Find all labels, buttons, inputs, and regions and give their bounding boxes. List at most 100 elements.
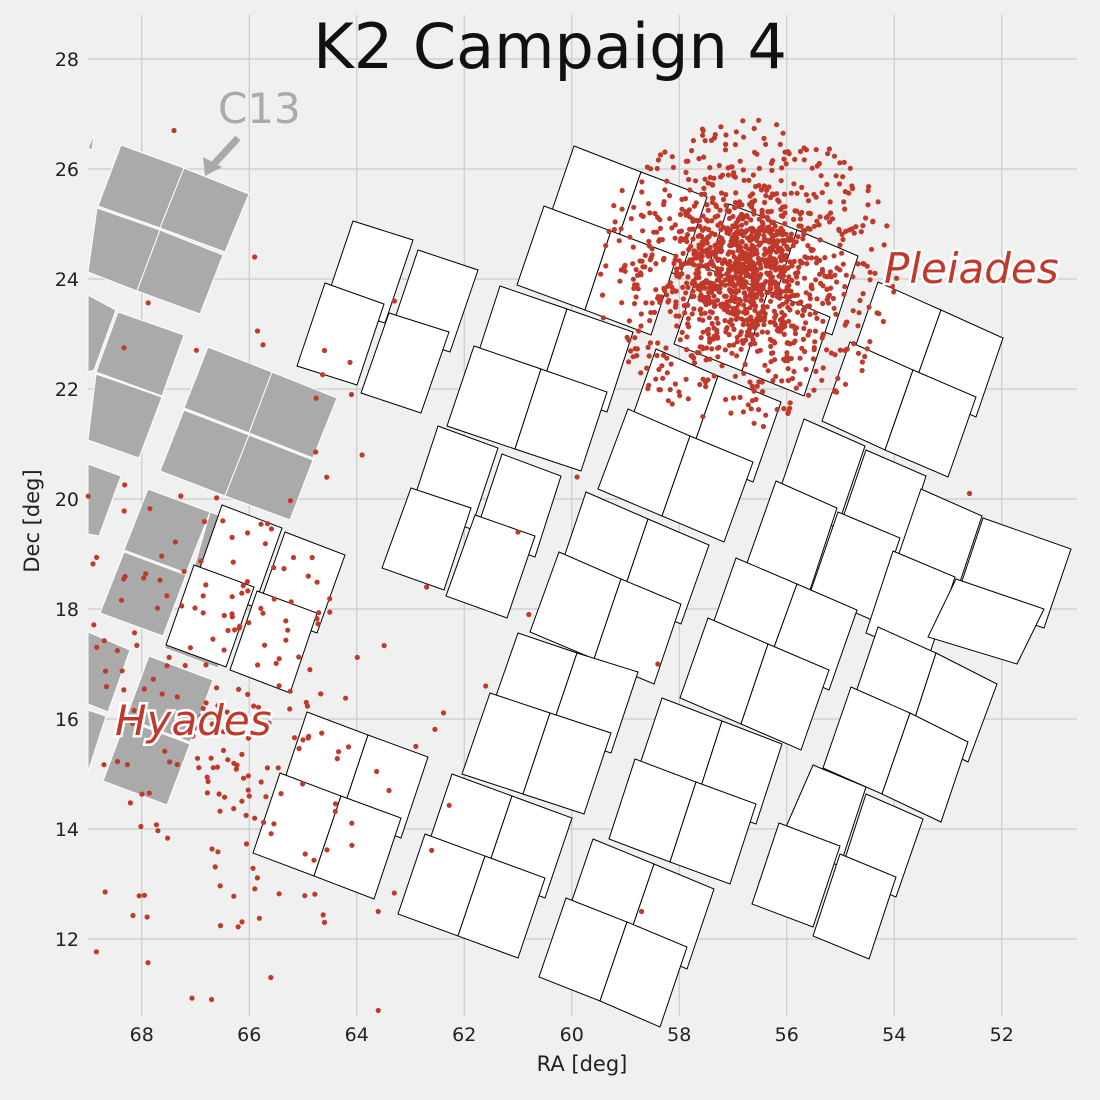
pleiades-star [752,198,758,204]
pleiades-star [785,149,791,155]
pleiades-star [811,387,817,393]
pleiades-star [710,195,716,201]
pleiades-star [866,304,872,310]
pleiades-star [805,243,811,249]
pleiades-star [740,216,746,222]
hyades-star [429,847,435,854]
pleiades-star [747,305,753,311]
pleiades-star [807,328,813,334]
c4-ccd-module [927,578,1045,665]
hyades-star [220,518,226,524]
pleiades-star [662,187,668,193]
pleiades-star [690,138,697,144]
pleiades-star [789,301,796,307]
pleiades-star [704,202,710,208]
pleiades-star [645,344,651,350]
pleiades-star [745,402,751,408]
pleiades-star [699,227,706,233]
pleiades-star [703,384,709,390]
pleiades-star [697,223,703,230]
pleiades-star [719,266,725,272]
hyades-star [225,627,231,634]
c4-ccd-module [751,822,841,928]
pleiades-star [747,323,753,329]
pleiades-star [732,260,738,266]
hyades-star [314,616,320,622]
hyades-star [214,764,221,770]
pleiades-star [781,241,787,247]
pleiades-star [685,284,691,290]
chart-title: K2 Campaign 4 [313,10,787,83]
hyades-star [332,801,339,807]
pleiades-star [722,147,729,153]
field-star [375,908,381,915]
pleiades-star [749,398,756,404]
pleiades-star [812,310,819,316]
hyades-star [130,912,136,919]
pleiades-star [839,250,845,256]
pleiades-star [768,231,774,237]
pleiades-star [843,272,849,278]
pleiades-star [687,187,693,193]
pleiades-star [690,288,696,294]
pleiades-star [832,272,838,278]
hyades-star [300,781,306,787]
pleiades-star [811,223,818,229]
pleiades-star [714,315,720,321]
pleiades-star [767,319,773,325]
pleiades-star [756,182,762,189]
pleiades-star [774,294,781,300]
pleiades-star [826,146,833,152]
pleiades-star [828,210,834,216]
pleiades-star [669,289,676,295]
hyades-star [236,686,242,693]
pleiades-star [834,279,840,285]
pleiades-star [837,347,844,353]
hyades-star [260,610,266,616]
pleiades-star [706,315,713,321]
pleiades-star [702,138,708,144]
pleiades-star [801,307,807,314]
pleiades-star [796,264,802,270]
pleiades-star [793,239,799,245]
pleiades-star [782,323,788,329]
pleiades-star [781,191,788,197]
pleiades-star [786,274,792,280]
pleiades-star [647,340,654,346]
hyades-star [285,627,291,633]
pleiades-star [760,423,767,430]
hyades-star [349,820,355,826]
pleiades-star [761,183,767,189]
pleiades-star [709,346,715,352]
hyades-star [232,627,238,633]
pleiades-star [754,285,760,291]
pleiades-star [714,277,720,283]
pleiades-star [794,280,801,286]
pleiades-star [760,303,766,309]
hyades-star [271,596,277,602]
hyades-star [320,912,326,918]
pleiades-star [715,239,721,246]
pleiades-star [653,261,659,267]
pleiades-star [779,165,785,171]
pleiades-star [645,386,651,392]
hyades-star [258,605,264,612]
pleiades-star [794,208,800,214]
pleiades-star [777,264,783,270]
pleiades-star [757,274,763,280]
pleiades-star [684,334,690,340]
pleiades-star [711,281,717,288]
pleiades-star [778,289,784,295]
pleiades-star [680,250,686,256]
hyades-star [193,347,199,353]
pleiades-star [820,318,826,324]
hyades-star [215,703,221,709]
pleiades-star [842,206,848,212]
pleiades-star [851,341,857,347]
pleiades-star [795,234,801,240]
pleiades-star [669,284,675,290]
hyades-star [212,864,218,870]
pleiades-star [729,277,735,283]
pleiades-star [747,379,753,385]
hyades-star [203,662,209,668]
